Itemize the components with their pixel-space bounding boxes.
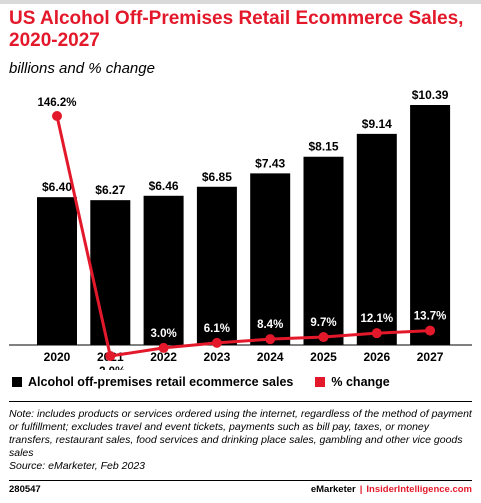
- x-tick-label: 2026: [363, 350, 390, 364]
- pct-change-line: [55, 115, 431, 358]
- pct-point-2025: [318, 332, 329, 343]
- legend-swatch-sales: [12, 377, 22, 387]
- bar-value-label: $9.14: [362, 117, 392, 131]
- top-rule: [0, 0, 481, 4]
- bar-value-label: $6.40: [42, 180, 72, 194]
- pct-point-2026: [371, 328, 382, 339]
- legend: Alcohol off-premises retail ecommerce sa…: [12, 375, 412, 389]
- chart-title: US Alcohol Off-Premises Retail Ecommerce…: [9, 8, 464, 51]
- chart-id: 280547: [9, 484, 41, 495]
- bar-2026: [356, 133, 397, 345]
- bar-value-label: $7.43: [255, 156, 285, 170]
- x-tick-label: 2025: [310, 350, 337, 364]
- pct-value-label: -2.0%: [95, 366, 125, 370]
- pct-value-label: 13.7%: [414, 311, 447, 323]
- legend-item-pct: % change: [315, 375, 390, 389]
- footer-brand: eMarketer | InsiderIntelligence.com: [311, 484, 472, 495]
- legend-swatch-pct: [315, 377, 326, 387]
- pct-point-2022: [158, 342, 169, 353]
- divider-rule: [9, 401, 472, 402]
- footer-rule: [9, 480, 472, 481]
- bar-2021: [90, 200, 131, 345]
- note-text: Note: includes products or services orde…: [9, 408, 472, 459]
- brand-name: eMarketer: [310, 484, 356, 495]
- pct-value-label: 3.0%: [150, 328, 176, 340]
- footnote: Note: includes products or services orde…: [9, 408, 474, 473]
- pct-point-2024: [265, 334, 276, 345]
- source-text: Source: eMarketer, Feb 2023: [9, 460, 145, 472]
- x-tick-label: 2027: [417, 350, 444, 364]
- bar-2022: [143, 195, 184, 345]
- bar-2023: [196, 186, 237, 345]
- brand-site: InsiderIntelligence.com: [366, 484, 472, 495]
- brand-separator: |: [359, 484, 363, 495]
- bar-2024: [250, 173, 291, 345]
- bar-value-label: $6.46: [149, 179, 179, 193]
- bar-2025: [303, 156, 344, 345]
- bar-2027: [410, 105, 451, 345]
- bar-value-label: $8.15: [308, 140, 338, 154]
- pct-point-2023: [211, 337, 222, 348]
- pct-value-label: 146.2%: [37, 97, 76, 109]
- bar-value-label: $6.85: [202, 170, 232, 184]
- pct-value-label: 9.7%: [310, 317, 336, 329]
- bar-2020: [37, 197, 77, 345]
- pct-value-label: 12.1%: [360, 313, 393, 325]
- x-tick-label: 2024: [257, 350, 284, 364]
- pct-value-label: 6.1%: [204, 323, 230, 335]
- pct-point-2027: [425, 325, 436, 336]
- chart-subtitle: billions and % change: [9, 60, 155, 77]
- bar-value-label: $6.27: [95, 183, 125, 197]
- pct-point-2021: [105, 351, 116, 361]
- pct-value-label: 8.4%: [257, 319, 283, 331]
- pct-point-2020: [52, 111, 62, 121]
- legend-label-sales: Alcohol off-premises retail ecommerce sa…: [28, 375, 294, 389]
- legend-item-sales: Alcohol off-premises retail ecommerce sa…: [12, 375, 293, 389]
- chart-area: $6.40 $6.27 $6.46 $6.85 $7.43 $8.15 $9.14 $10.3…: [9, 88, 472, 370]
- legend-label-pct: % change: [331, 375, 390, 389]
- x-tick-label: 2023: [204, 350, 231, 364]
- bar-value-label: $10.39: [412, 88, 449, 102]
- x-tick-label: 2020: [44, 350, 71, 364]
- x-tick-label: 2022: [150, 350, 177, 364]
